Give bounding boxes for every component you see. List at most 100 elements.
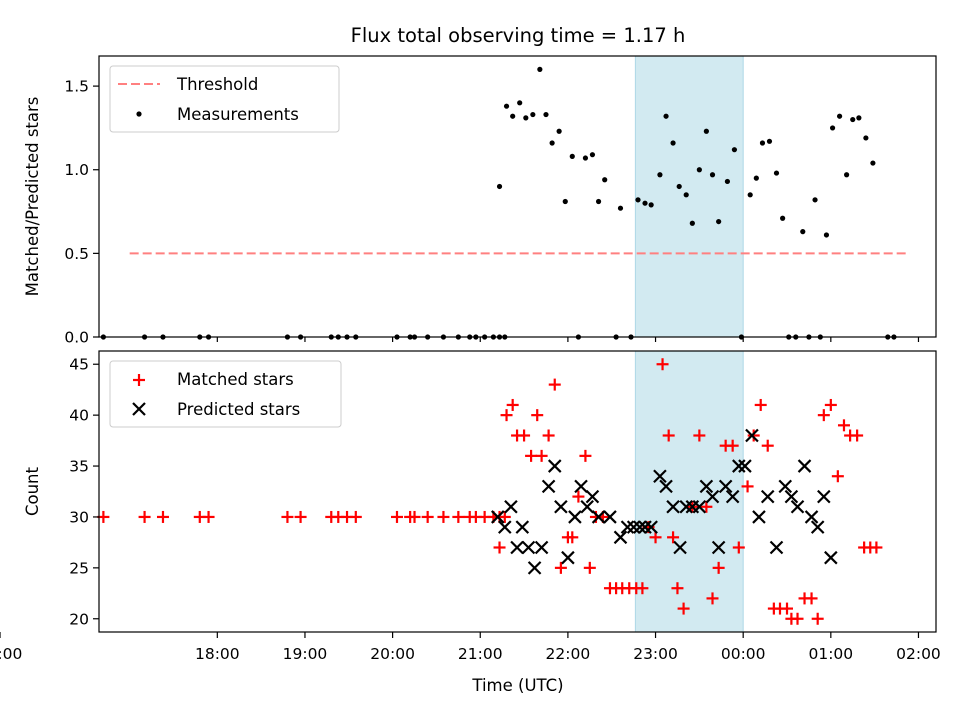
measurement-point: [642, 200, 648, 206]
predicted-star-point: [790, 499, 805, 514]
predicted-star-point: [603, 510, 617, 524]
matched-star-point: [747, 429, 760, 442]
predicted-star-point: [626, 520, 641, 534]
matched-star-point: [837, 419, 850, 432]
matched-star-point: [732, 541, 745, 554]
top-x-ticks: [216, 337, 920, 342]
measurement-point: [780, 215, 786, 221]
matched-star-point: [583, 561, 596, 574]
matched-star-point: [498, 510, 511, 523]
matched-star-point: [656, 358, 669, 371]
matched-star-point: [781, 602, 794, 615]
measurement-point: [773, 170, 780, 176]
matched-star-point: [408, 510, 421, 523]
predicted-star-point: [585, 489, 600, 504]
measurement-point: [595, 198, 602, 205]
matched-star-point: [493, 541, 506, 554]
measurement-point: [556, 128, 562, 134]
top-y-tick-label: 0.0: [64, 329, 89, 347]
bottom-x-ticks: 18:00 19:00 20:00 21:00 22:00 23:00 00:00 01:00…: [0, 632, 941, 663]
predicted-star-point: [534, 540, 549, 555]
matched-star-point: [667, 531, 680, 544]
measurement-point: [856, 115, 862, 121]
legend-predicted-swatch: [132, 402, 146, 416]
predicted-star-point: [699, 479, 714, 494]
bottom-x-tick-label: 23:00: [633, 645, 678, 663]
measurement-point: [543, 111, 549, 118]
measurement-point: [602, 177, 608, 183]
matched-star-point: [693, 429, 706, 442]
matched-star-point: [525, 449, 538, 462]
predicted-star-point: [732, 459, 746, 473]
measurement-point: [716, 218, 722, 225]
matched-star-point: [202, 510, 215, 523]
matched-star-point: [677, 602, 690, 615]
bottom-y-axis-label: Count: [23, 466, 42, 516]
measurement-point: [870, 160, 876, 166]
measurement-point: [657, 172, 663, 178]
matched-star-point: [791, 612, 804, 625]
measurement-point: [517, 100, 523, 106]
matched-star-point: [535, 449, 548, 462]
predicted-star-point: [804, 510, 819, 524]
predicted-star-point: [653, 469, 667, 484]
predicted-star-point: [718, 479, 733, 494]
matched-star-point: [754, 398, 767, 411]
matched-star-point: [811, 612, 824, 625]
bottom-x-tick-label: 01:00: [808, 645, 853, 663]
matched-star-point: [636, 582, 649, 595]
bot-y-tick-label: 25: [69, 559, 89, 577]
predicted-star-point: [491, 510, 505, 524]
measurement-point: [663, 113, 669, 119]
measurement-point: [747, 192, 753, 198]
matched-star-point: [138, 510, 151, 523]
measurement-point: [582, 155, 589, 161]
top-y-tick-label: 1.5: [64, 78, 89, 96]
top-legend-box: [109, 65, 340, 133]
measurement-point: [537, 66, 543, 72]
legend-measurements-label: Measurements: [177, 105, 299, 124]
measurement-point: [753, 175, 759, 181]
legend-measurements-swatch: [136, 111, 142, 117]
bot-y-tick-label: 45: [69, 356, 89, 374]
top-axes-frame: [98, 55, 937, 338]
measurement-point: [731, 147, 738, 153]
top-highlight-band: [634, 55, 744, 338]
bottom-x-tick-label: 19:00: [283, 645, 328, 663]
measurement-point: [844, 172, 850, 178]
top-panel: 0.0 0.5 1.0 1.5 Matched/Predicted stars Thr…: [23, 55, 937, 347]
matched-star-point: [531, 409, 544, 422]
matched-star-point: [506, 398, 519, 411]
matched-star-point: [824, 398, 837, 411]
predicted-star-point: [679, 499, 693, 514]
bottom-y-ticks: 20 25 30 35 40 45: [69, 356, 99, 628]
measurement-point: [703, 128, 709, 134]
top-legend: Threshold Measurements: [109, 65, 340, 133]
predicted-star-point: [817, 489, 831, 504]
measurement-point: [670, 140, 676, 146]
matched-star-point: [671, 582, 684, 595]
predicted-star-point: [692, 499, 707, 514]
measurement-point: [766, 138, 773, 144]
measurement-point: [523, 115, 529, 121]
predicted-star-point: [769, 540, 784, 555]
matched-star-point: [712, 561, 725, 574]
matched-star-point: [572, 490, 585, 503]
predicted-star-point: [638, 520, 652, 534]
measurement-point: [724, 178, 731, 185]
measurement-point: [589, 152, 596, 158]
measurement-point: [549, 140, 555, 146]
measurement-point: [696, 167, 702, 173]
measurement-point: [863, 135, 869, 141]
matched-star-point: [518, 429, 531, 442]
bottom-x-tick-label: 20:00: [370, 645, 415, 663]
measurement-point: [709, 172, 716, 178]
measurement-point: [829, 125, 836, 131]
matched-star-point: [542, 429, 555, 442]
predicted-star-point: [711, 540, 726, 555]
matched-star-point: [554, 561, 567, 574]
predicted-star-point: [810, 520, 825, 534]
matched-star-point: [805, 592, 818, 605]
predicted-star-point: [666, 499, 680, 514]
